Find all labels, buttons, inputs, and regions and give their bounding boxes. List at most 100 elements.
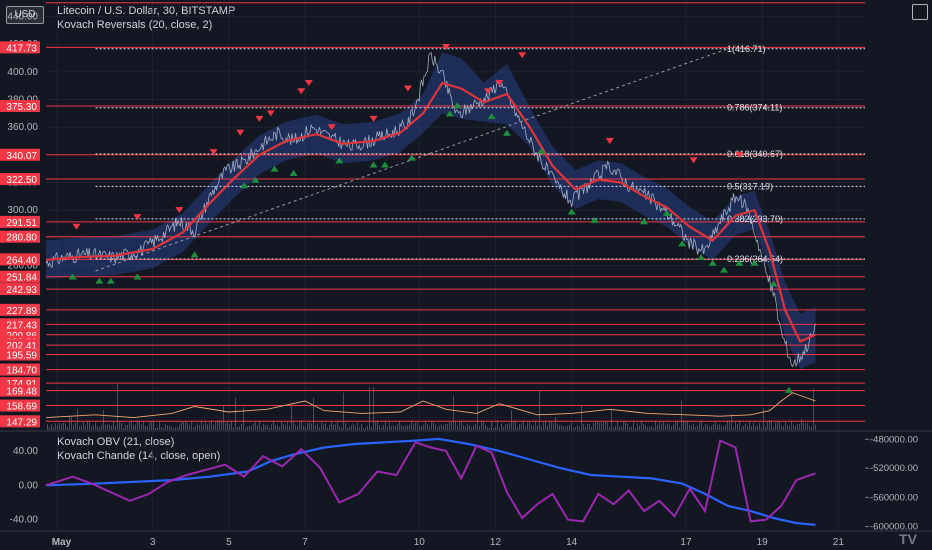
volume-bar [207, 424, 208, 430]
level-label-text: 217.43 [6, 320, 37, 331]
volume-bar [679, 427, 680, 430]
volume-bar [581, 405, 582, 430]
volume-bar [599, 422, 600, 430]
volume-bar [487, 427, 488, 430]
volume-bar [535, 420, 536, 430]
volume-bar [659, 421, 660, 430]
volume-bar [499, 427, 500, 430]
volume-bar [153, 421, 154, 430]
up-marker [697, 254, 706, 261]
volume-bar [89, 420, 90, 430]
volume-bar [99, 427, 100, 430]
volume-bar [457, 425, 458, 430]
volume-bar [121, 422, 122, 430]
currency-button[interactable]: USD [6, 6, 44, 24]
volume-bar [137, 420, 138, 430]
up-marker [133, 273, 142, 280]
volume-bar [363, 427, 364, 430]
volume-bar [279, 426, 280, 430]
volume-bar [601, 421, 602, 430]
volume-bar [559, 424, 560, 430]
volume-bar [147, 426, 148, 430]
volume-bar [767, 422, 768, 430]
x-tick-label: 5 [226, 537, 232, 548]
volume-bar [485, 424, 486, 430]
volume-bar [267, 425, 268, 430]
volume-bar [395, 425, 396, 430]
volume-bar [805, 423, 806, 430]
volume-bar [107, 424, 108, 430]
volume-bar [561, 425, 562, 430]
volume-bar [687, 421, 688, 430]
volume-bar [533, 425, 534, 430]
volume-bar [789, 425, 790, 430]
volume-bar [239, 426, 240, 430]
volume-bar [415, 422, 416, 430]
level-label-text: 184.70 [6, 366, 37, 377]
volume-bar [483, 422, 484, 430]
up-marker [270, 165, 279, 172]
volume-bar [351, 425, 352, 430]
volume-bar [569, 425, 570, 430]
fullscreen-button[interactable] [912, 4, 928, 20]
volume-bar [77, 408, 78, 430]
up-marker [106, 277, 115, 284]
volume-bar [543, 422, 544, 430]
volume-bar [795, 426, 796, 430]
up-marker [567, 208, 576, 215]
volume-bar [635, 427, 636, 430]
volume-bar [407, 425, 408, 430]
volume-bar [171, 426, 172, 430]
volume-bar [437, 427, 438, 430]
level-label-box [0, 339, 40, 352]
volume-bar [97, 426, 98, 430]
volume-bar [619, 426, 620, 430]
volume-bar [613, 427, 614, 430]
level-label-text: 251.84 [6, 273, 37, 284]
volume-bar [555, 417, 556, 430]
up-marker [640, 218, 649, 225]
volume-bar [325, 423, 326, 430]
volume-bar [703, 426, 704, 430]
price-tick-label: 400.00 [7, 67, 38, 78]
volume-bar [65, 423, 66, 430]
price-tick-label: 260.00 [7, 260, 38, 271]
volume-bar [401, 425, 402, 430]
volume-bar [173, 427, 174, 430]
fib-label: 1(416.71) [727, 44, 766, 54]
chande-indicator-label: Kovach Chande (14, close, open) [57, 450, 221, 462]
volume-bar [215, 422, 216, 430]
volume-bar [321, 421, 322, 430]
reversal-markers [68, 44, 793, 393]
volume-bar [735, 421, 736, 430]
volume-bar [197, 423, 198, 430]
volume-bar [685, 420, 686, 430]
volume-bar [529, 421, 530, 430]
volume-bar [221, 421, 222, 430]
volume-bar [649, 426, 650, 430]
volume-bar [719, 424, 720, 430]
volume-bar [355, 426, 356, 430]
volume-bar [673, 423, 674, 430]
lower-right-tick: -480000.00 [870, 434, 918, 445]
volume-bar [51, 424, 52, 430]
volume-bar [655, 420, 656, 430]
volume-bar [269, 427, 270, 430]
level-label-box [0, 384, 40, 397]
level-label-text: 340.07 [6, 151, 37, 162]
level-label-box [0, 303, 40, 316]
volume-bar [585, 426, 586, 430]
volume-bar [231, 420, 232, 430]
volume-bar [95, 422, 96, 430]
down-marker [209, 149, 218, 156]
volume-bar [707, 424, 708, 430]
chande-line [45, 439, 816, 523]
volume-bar [411, 421, 412, 430]
volume-bar [471, 427, 472, 430]
volume-bar [783, 426, 784, 430]
volume-bar [227, 421, 228, 430]
volume-bar [211, 420, 212, 430]
up-marker [678, 240, 687, 247]
volume-bar [625, 421, 626, 430]
